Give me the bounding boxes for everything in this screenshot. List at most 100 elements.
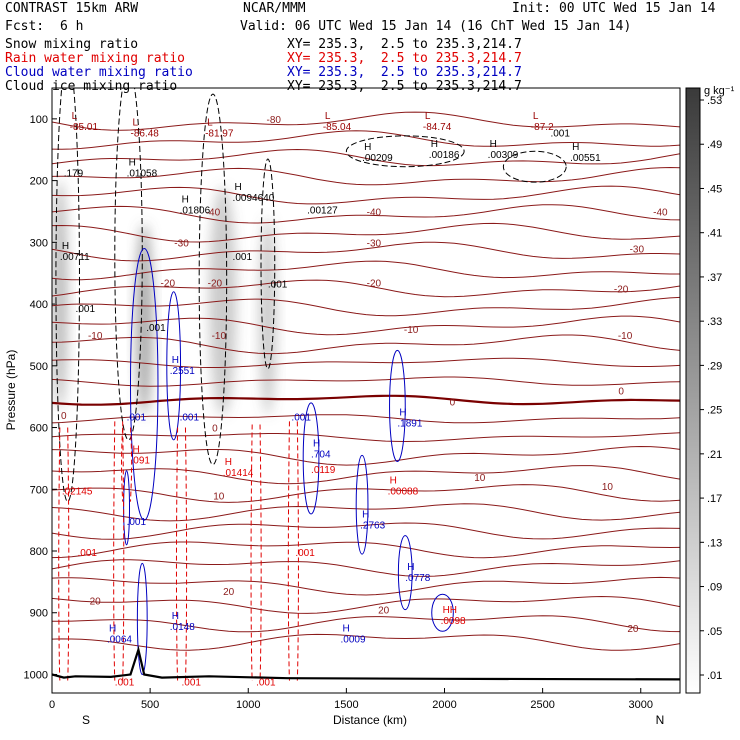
- isotherm-line-16: [52, 414, 680, 424]
- y-tick-label-6: 700: [30, 484, 48, 496]
- isotherm-line-11: [52, 315, 680, 336]
- isotherm-line-27: [52, 615, 680, 633]
- extremum-value-32: .001: [127, 517, 147, 528]
- x-tick-label-6: 3000: [629, 699, 653, 711]
- cloud-ice-contour-2: [198, 93, 228, 466]
- colorbar-level-0: .01: [707, 670, 722, 682]
- extremum-value-38: .0064: [107, 635, 132, 646]
- colorbar-level-7: .29: [707, 360, 722, 372]
- extremum-value-11: .00209: [362, 153, 393, 164]
- isotherm-label-7: -20: [161, 278, 176, 289]
- x-tick-label-5: 2500: [530, 699, 554, 711]
- rain-water-contour-4: [58, 427, 70, 681]
- cloud-water-contour-8: [136, 562, 148, 675]
- extremum-value-12: .00186: [429, 150, 460, 161]
- extremum-marker-3: L: [325, 111, 331, 122]
- extremum-marker-31: H: [390, 475, 397, 486]
- org-label: NCAR/MMM: [243, 1, 306, 16]
- colorbar-level-12: .49: [707, 139, 722, 151]
- isotherm-label-0: -80: [267, 115, 282, 126]
- model-title: CONTRAST 15km ARW: [5, 1, 139, 16]
- isotherm-label-24: 20: [378, 606, 390, 617]
- isotherm-line-24: [52, 559, 680, 577]
- colorbar-level-4: .17: [707, 493, 722, 505]
- x-end-label-north: N: [656, 713, 665, 727]
- colorbar-level-2: .09: [707, 582, 722, 594]
- field-xy-rain: XY= 235.3, 2.5 to 235.3,214.7: [287, 51, 522, 66]
- extremum-value-18: .001: [268, 280, 288, 291]
- isotherm-line-3: [52, 166, 680, 186]
- extremum-marker-0: L: [72, 111, 78, 122]
- extremum-value-40: .0009: [340, 635, 365, 646]
- isotherm-label-12: -10: [212, 331, 227, 342]
- cloud-water-contour-2: [302, 402, 320, 515]
- extremum-value-14: .00551: [570, 153, 601, 164]
- isotherm-label-23: 20: [223, 587, 235, 598]
- field-name-snow: Snow mixing ratio: [5, 37, 139, 52]
- isotherm-label-8: -20: [208, 278, 223, 289]
- cloud-water-contour-5: [397, 535, 413, 611]
- valid-time: Valid: 06 UTC Wed 15 Jan 14 (16 ChT Wed …: [240, 19, 632, 34]
- isotherm-line-18: [52, 445, 680, 466]
- colorbar-level-3: .13: [707, 537, 722, 549]
- isotherm-line-4: [52, 185, 680, 205]
- isotherm-label-15: 0: [61, 411, 67, 422]
- cloud-ice-contour-3: [260, 158, 276, 370]
- isotherm-layer: [52, 111, 680, 651]
- isotherm-label-19: 10: [213, 491, 225, 502]
- isotherm-line-28: [52, 633, 680, 651]
- colorbar-level-10: .41: [707, 228, 722, 240]
- y-tick-label-5: 600: [30, 423, 48, 435]
- extremum-marker-9: H: [235, 182, 242, 193]
- colorbar-ticks: .01 .05 .09 .13 .17 .21 .25 .29 .33 .37 .41 .45 .49.…: [700, 95, 722, 682]
- extremum-value-42: .001: [182, 678, 202, 689]
- extremum-value-43: .001: [256, 678, 276, 689]
- extremum-value-20: .001: [146, 323, 166, 334]
- isotherm-line-25: [52, 576, 680, 596]
- extremum-marker-16: H: [62, 241, 69, 252]
- extremum-marker-25: H: [399, 407, 406, 418]
- isotherm-label-10: -20: [614, 285, 629, 296]
- colorbar-level-13: .53: [707, 95, 722, 107]
- colorbar: [685, 87, 701, 694]
- extremum-marker-36: H: [407, 562, 414, 573]
- extremum-value-29: .01414: [223, 468, 254, 479]
- cloud-water-contour-1: [166, 291, 182, 441]
- isotherm-line-1: [52, 130, 680, 150]
- field-xy-cloud-water: XY= 235.3, 2.5 to 235.3,214.7: [287, 65, 522, 80]
- extremum-marker-11: H: [364, 142, 371, 153]
- y-tick-label-8: 900: [30, 608, 48, 620]
- isotherm-line-7: [52, 241, 680, 262]
- extremum-value-15: .001: [550, 128, 570, 139]
- y-tick-label-7: 800: [30, 546, 48, 558]
- extremum-value-31: .00088: [388, 486, 419, 497]
- extremum-marker-5: L: [533, 111, 539, 122]
- fcst-label: Fcst:: [5, 19, 45, 34]
- extremum-marker-29: H: [225, 457, 232, 468]
- contour-label-layer: -80 -40 -40 -40 -30 -30 -30 -20 -20 -20 -20 -10 -10 -…: [60, 111, 668, 689]
- x-axis-label: Distance (km): [333, 713, 407, 727]
- extremum-value-21: .2551: [170, 366, 195, 377]
- y-tick-label-4: 500: [30, 361, 48, 373]
- extremum-value-5: -87.2: [531, 122, 554, 133]
- extremum-value-8: .01806: [180, 205, 211, 216]
- field-name-rain: Rain water mixing ratio: [5, 51, 186, 66]
- colorbar-level-8: .33: [707, 316, 722, 328]
- extremum-value-34: .001: [78, 548, 98, 559]
- extremum-value-23: .001: [180, 412, 200, 423]
- colorbar-level-11: .45: [707, 183, 722, 195]
- isotherm-label-14: -10: [618, 331, 633, 342]
- rain-water-contour-0: [113, 421, 125, 681]
- extremum-value-41: .001: [115, 678, 135, 689]
- y-tick-label-1: 200: [30, 176, 48, 188]
- isotherm-label-3: -40: [653, 207, 668, 218]
- cloud-ice-contour-4: [502, 150, 567, 183]
- cloud-water-contour-4: [355, 454, 369, 555]
- extremum-marker-1: L: [133, 117, 139, 128]
- isotherm-label-9: -20: [367, 278, 382, 289]
- extremum-value-19: .001: [76, 304, 96, 315]
- isotherm-line-0: [52, 111, 680, 131]
- extremum-marker-33: H: [362, 509, 369, 520]
- extremum-value-33: .2763: [360, 520, 385, 531]
